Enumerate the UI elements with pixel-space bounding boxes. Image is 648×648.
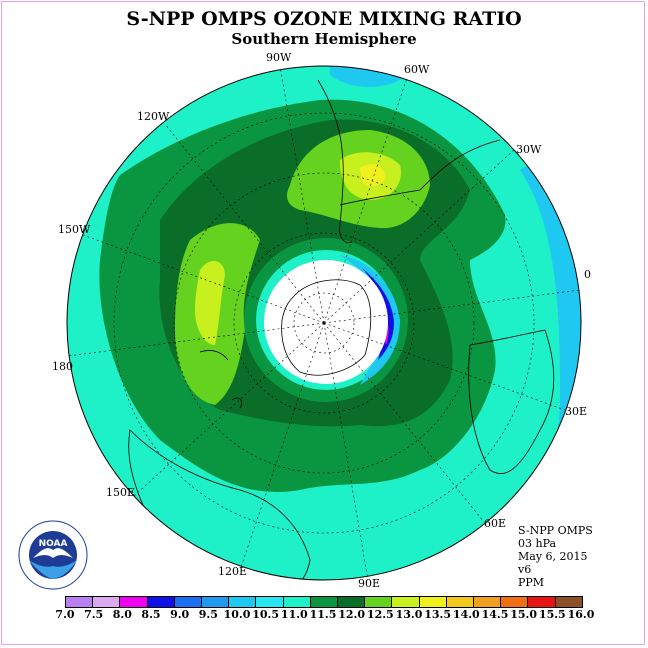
colorbar-swatch xyxy=(419,597,447,607)
colorbar-tick-label: 8.5 xyxy=(141,608,161,621)
colorbar-tick-label: 15.5 xyxy=(538,608,566,621)
map-subtitle: Southern Hemisphere xyxy=(231,30,417,48)
lon-label-180: 180 xyxy=(52,360,73,373)
map-border xyxy=(66,65,582,581)
field-12-5-pacific xyxy=(195,260,225,345)
colorbar-swatch xyxy=(446,597,475,607)
colorbar-swatch xyxy=(365,597,393,607)
info-level: 03 hPa xyxy=(518,537,557,550)
colorbar-swatch xyxy=(338,597,366,607)
lon-label-150w: 150W xyxy=(58,223,91,236)
colorbar-tick-label: 7.5 xyxy=(84,608,104,621)
colorbar-swatch xyxy=(528,597,556,607)
colorbar-swatch xyxy=(310,597,339,607)
coast-africa xyxy=(468,329,555,474)
colorbar-tick-label: 12.5 xyxy=(366,608,394,621)
field-vortex-edge xyxy=(340,255,400,385)
colorbar-swatch xyxy=(501,597,529,607)
colorbar-tick-label: 13.5 xyxy=(424,608,452,621)
info-instrument: S-NPP OMPS xyxy=(518,524,593,537)
field-13-0-samerica xyxy=(360,164,385,187)
colorbar xyxy=(65,596,583,608)
colorbar-tick-label: 7.0 xyxy=(55,608,75,621)
lon-label-60w: 60W xyxy=(404,63,430,76)
colorbar-swatch xyxy=(256,597,284,607)
colorbar-swatch xyxy=(474,597,502,607)
lon-label-30e: 30E xyxy=(565,405,588,418)
polar-night xyxy=(264,260,388,384)
lon-label-0: 0 xyxy=(584,268,591,281)
colorbar-tick-label: 14.0 xyxy=(452,608,480,621)
info-block: S-NPP OMPS 03 hPa May 6, 2015 v6 PPM xyxy=(518,524,593,589)
lon-label-120w: 120W xyxy=(137,110,170,123)
lon-label-120e: 120E xyxy=(218,565,248,578)
colorbar-tick-label: 11.5 xyxy=(309,608,337,621)
colorbar-swatch xyxy=(93,597,121,607)
colorbar-tick-label: 10.5 xyxy=(252,608,280,621)
colorbar-tick-label: 12.0 xyxy=(338,608,366,621)
colorbar-swatch xyxy=(147,597,175,607)
colorbar-tick-label: 11.0 xyxy=(280,608,308,621)
colorbar-swatch xyxy=(174,597,203,607)
colorbar-ticks: 7.0 7.5 8.0 8.5 9.0 9.5 10.0 10.5 11.0 11.5 12.0 12… xyxy=(55,608,595,622)
colorbar-tick-label: 8.0 xyxy=(112,608,132,621)
colorbar-swatch xyxy=(283,597,311,607)
lon-label-30w: 30W xyxy=(516,143,542,156)
lon-label-90w: 90W xyxy=(266,51,292,64)
colorbar-tick-label: 9.5 xyxy=(198,608,218,621)
coast-antarctica xyxy=(281,279,372,376)
noaa-logo-text: NOAA xyxy=(39,539,68,549)
info-units: PPM xyxy=(518,576,545,589)
lon-label-150e: 150E xyxy=(106,486,136,499)
info-date: May 6, 2015 xyxy=(518,550,588,563)
graticule xyxy=(67,66,581,580)
colorbar-tick-label: 9.0 xyxy=(170,608,190,621)
coast-new-zealand xyxy=(199,350,243,409)
info-version: v6 xyxy=(518,563,532,576)
colorbar-swatch xyxy=(392,597,420,607)
colorbar-tick-label: 13.0 xyxy=(395,608,423,621)
lon-label-90e: 90E xyxy=(358,577,381,590)
noaa-logo: NOAA xyxy=(18,520,88,590)
lon-label-60e: 60E xyxy=(484,517,507,530)
colorbar-tick-label: 10.0 xyxy=(223,608,251,621)
colorbar-swatch xyxy=(555,597,582,607)
colorbar-swatch xyxy=(66,597,94,607)
colorbar-tick-label: 16.0 xyxy=(567,608,595,621)
colorbar-tick-label: 15.0 xyxy=(510,608,538,621)
colorbar-tick-label: 14.5 xyxy=(481,608,509,621)
colorbar-swatch xyxy=(229,597,257,607)
coast-south-america xyxy=(317,79,501,244)
colorbar-swatch xyxy=(120,597,148,607)
map-title: S-NPP OMPS OZONE MIXING RATIO xyxy=(126,8,522,30)
colorbar-swatch xyxy=(202,597,230,607)
